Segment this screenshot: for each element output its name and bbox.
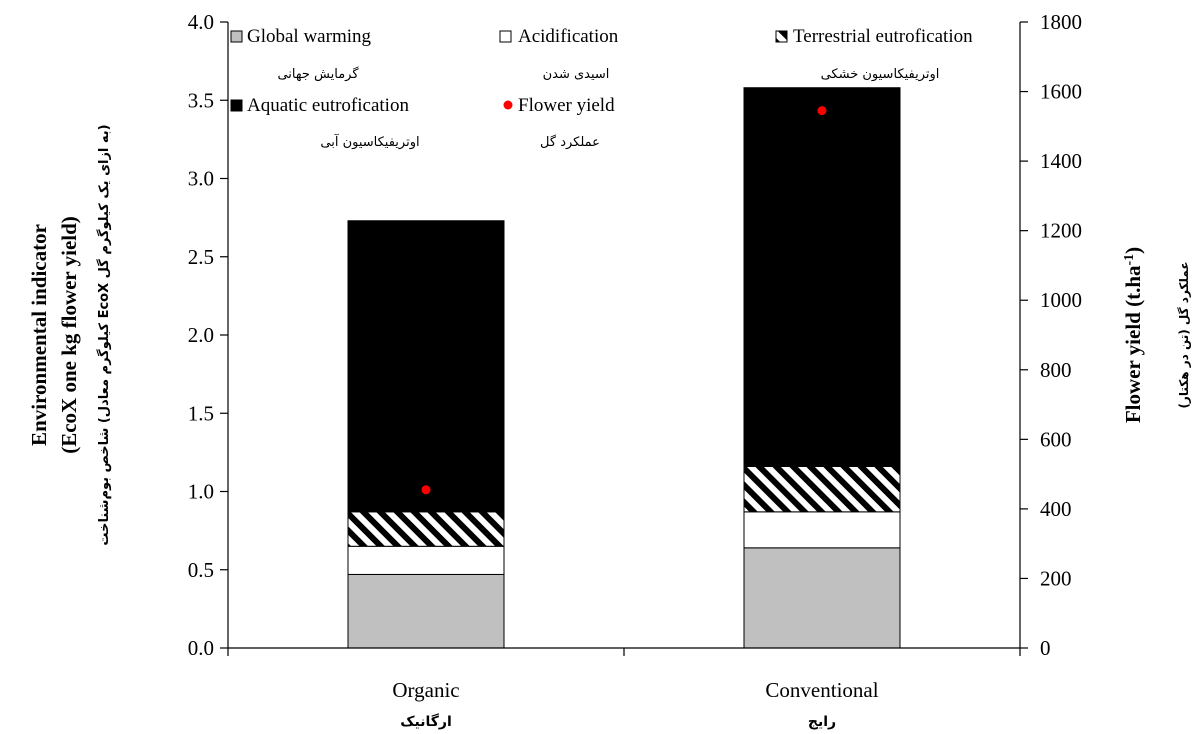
y-tick-label: 2.5 bbox=[188, 245, 214, 269]
y2-tick-label: 0 bbox=[1040, 636, 1051, 660]
legend: Global warming گرمایش جهانی Acidificatio… bbox=[230, 26, 973, 150]
bars-group bbox=[347, 87, 901, 649]
legend-swatch-aquatic-eutrofication bbox=[230, 99, 243, 112]
y2-tick-label: 1000 bbox=[1040, 288, 1082, 312]
y-tick-label: 4.0 bbox=[188, 10, 214, 34]
legend-label-fa-aquatic-eutrofication: اوتریفیکاسیون آبی bbox=[320, 133, 419, 150]
legend-label-acidification: Acidification bbox=[518, 26, 619, 47]
y2-tick-label: 800 bbox=[1040, 358, 1072, 382]
y-tick-label: 1.0 bbox=[188, 480, 214, 504]
y2-tick-label: 1800 bbox=[1040, 10, 1082, 34]
legend-item-aquatic-eutrofication: Aquatic eutrofication اوتریفیکاسیون آبی bbox=[230, 95, 420, 150]
category-labels: Organic ارگانیک Conventional رایج bbox=[392, 678, 878, 730]
bar-segment-acidification-conventional bbox=[743, 511, 901, 549]
y2-tick-label: 600 bbox=[1040, 427, 1072, 451]
legend-label-terrestrial-eutrofication: Terrestrial eutrofication bbox=[793, 26, 973, 47]
bar-segment-terrestrial-eutrofication-conventional bbox=[743, 465, 901, 513]
right-axis-ticks: 0 200 400 600 800 1000 1200 1400 1600 1800 bbox=[1020, 10, 1082, 660]
y-tick-label: 1.5 bbox=[188, 401, 214, 425]
y-axis-title-line1: Environmental indicator bbox=[27, 224, 51, 446]
bar-segment-global-warming-conventional bbox=[743, 547, 901, 649]
legend-item-global-warming: Global warming گرمایش جهانی bbox=[230, 26, 372, 82]
y2-tick-label: 1600 bbox=[1040, 80, 1082, 104]
y2-axis-title: Flower yield (t.ha-1) bbox=[1121, 247, 1145, 423]
y-tick-label: 0.0 bbox=[188, 636, 214, 660]
category-label-fa: رایج bbox=[808, 714, 836, 730]
y2-tick-label: 200 bbox=[1040, 566, 1072, 590]
legend-swatch-terrestrial-eutrofication bbox=[775, 30, 788, 43]
category-label: Organic bbox=[392, 678, 459, 702]
category-label-fa: ارگانیک bbox=[400, 713, 452, 730]
y-axis-title-fa: شاخص بوم‌شناخت (کیلوگرم معادل EcoX به از… bbox=[96, 124, 112, 545]
legend-swatch-global-warming bbox=[230, 30, 243, 43]
y-tick-label: 2.0 bbox=[188, 323, 214, 347]
legend-item-flower-yield: Flower yield عملکرد گل bbox=[503, 95, 615, 150]
legend-swatch-acidification bbox=[499, 30, 512, 43]
legend-label-fa-global-warming: گرمایش جهانی bbox=[277, 66, 359, 82]
flower-yield-point-organic bbox=[421, 485, 431, 495]
legend-item-terrestrial-eutrofication: Terrestrial eutrofication اوتریفیکاسیون … bbox=[775, 26, 973, 82]
bar-segment-aquatic-eutrofication-conventional bbox=[743, 87, 901, 467]
legend-label-fa-acidification: اسیدی شدن bbox=[543, 67, 610, 82]
bar-segment-aquatic-eutrofication-organic bbox=[347, 220, 505, 513]
flower-yield-point-conventional bbox=[817, 106, 827, 116]
legend-label-aquatic-eutrofication: Aquatic eutrofication bbox=[247, 95, 409, 116]
legend-label-global-warming: Global warming bbox=[247, 26, 372, 47]
y-tick-label: 3.0 bbox=[188, 167, 214, 191]
bar-segment-acidification-organic bbox=[347, 545, 505, 575]
legend-item-acidification: Acidification اسیدی شدن bbox=[499, 26, 619, 82]
y-tick-label: 3.5 bbox=[188, 88, 214, 112]
bar-segment-terrestrial-eutrofication-organic bbox=[347, 511, 505, 547]
y-tick-label: 0.5 bbox=[188, 558, 214, 582]
legend-marker-flower-yield bbox=[503, 100, 513, 110]
y2-tick-label: 1400 bbox=[1040, 149, 1082, 173]
left-axis-ticks: 0.0 0.5 1.0 1.5 2.0 2.5 3.0 3.5 4.0 bbox=[188, 10, 228, 660]
y-axis-title-line2: (EcoX one kg flower yield) bbox=[57, 216, 81, 454]
y2-axis-title-fa: عملکرد گل (تن در هکتار) bbox=[1177, 261, 1191, 408]
legend-label-flower-yield: Flower yield bbox=[518, 95, 615, 116]
bar-segment-global-warming-organic bbox=[347, 573, 505, 649]
y2-tick-label: 1200 bbox=[1040, 219, 1082, 243]
legend-label-fa-terrestrial-eutrofication: اوتریفیکاسیون خشکی bbox=[821, 67, 940, 82]
legend-label-fa-flower-yield: عملکرد گل bbox=[540, 134, 600, 150]
category-label: Conventional bbox=[765, 678, 878, 702]
yield-points-group bbox=[421, 106, 827, 495]
y2-tick-label: 400 bbox=[1040, 497, 1072, 521]
